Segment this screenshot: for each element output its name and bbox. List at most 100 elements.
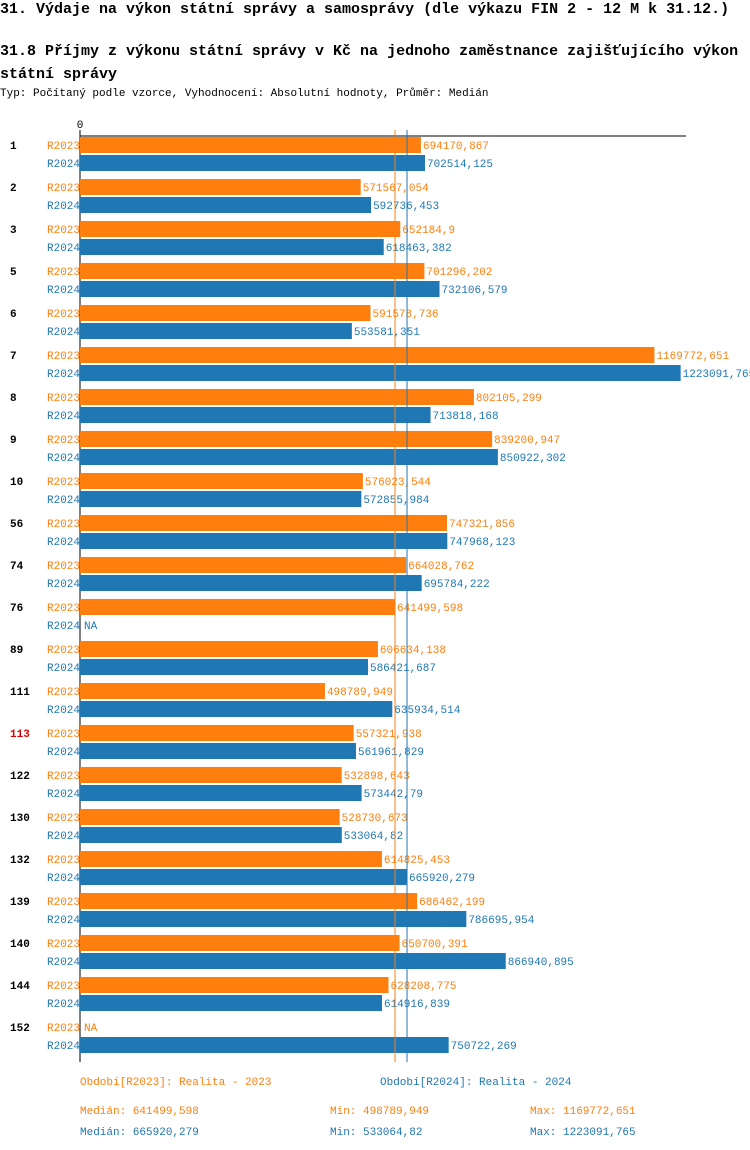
value-label: 533064,82 <box>344 831 403 843</box>
bar <box>80 785 362 801</box>
category-label: 6 <box>10 309 17 321</box>
category-label: 74 <box>10 561 24 573</box>
bar <box>80 449 498 465</box>
category-label: 3 <box>10 225 17 237</box>
value-label: 652184,9 <box>402 225 455 237</box>
bar <box>80 239 384 255</box>
value-label: 532898,643 <box>344 771 410 783</box>
series-label: R2023 <box>47 351 80 363</box>
bar <box>80 977 389 993</box>
stat-label: Max: 1223091,765 <box>530 1127 636 1139</box>
bar <box>80 221 401 237</box>
series-label: R2023 <box>47 813 80 825</box>
value-label: 571567,054 <box>363 183 429 195</box>
series-label: R2023 <box>47 477 80 489</box>
value-label: 713818,168 <box>433 411 499 423</box>
bar <box>80 641 378 657</box>
category-label: 7 <box>10 351 17 363</box>
value-label: 576023,544 <box>365 477 431 489</box>
stat-label: Max: 1169772,651 <box>530 1106 636 1118</box>
value-label: 866940,895 <box>508 957 574 969</box>
bar <box>80 995 382 1011</box>
category-label: 56 <box>10 519 23 531</box>
series-label: R2024 <box>47 369 80 381</box>
series-label: R2023 <box>47 225 80 237</box>
series-label: R2023 <box>47 561 80 573</box>
series-label: R2024 <box>47 201 80 213</box>
category-label: 2 <box>10 183 17 195</box>
series-label: R2023 <box>47 645 80 657</box>
value-label: 694170,867 <box>423 141 489 153</box>
category-label: 139 <box>10 897 30 909</box>
series-label: R2023 <box>47 1023 80 1035</box>
series-label: R2024 <box>47 453 80 465</box>
series-label: R2023 <box>47 603 80 615</box>
value-label: 606634,138 <box>380 645 446 657</box>
series-label: R2023 <box>47 267 80 279</box>
series-label: R2023 <box>47 309 80 321</box>
bar <box>80 431 493 447</box>
bar <box>80 599 396 615</box>
category-label: 76 <box>10 603 23 615</box>
series-label: R2024 <box>47 537 80 549</box>
title: 31. Výdaje na výkon státní správy a samo… <box>0 1 730 18</box>
series-label: R2024 <box>47 411 80 423</box>
category-label: 10 <box>10 477 23 489</box>
bar <box>80 197 372 213</box>
series-label: R2023 <box>47 855 80 867</box>
value-label: 747321,856 <box>449 519 515 531</box>
bar <box>80 659 368 675</box>
category-label: 140 <box>10 939 30 951</box>
value-label: 553581,351 <box>354 327 420 339</box>
value-label: 686462,199 <box>419 897 485 909</box>
bar <box>80 953 506 969</box>
series-label: R2023 <box>47 897 80 909</box>
value-label: 641499,598 <box>397 603 463 615</box>
legend-entry: Období[R2023]: Realita - 2023 <box>80 1077 271 1089</box>
value-label: 839200,947 <box>494 435 560 447</box>
series-label: R2024 <box>47 243 80 255</box>
series-label: R2023 <box>47 729 80 741</box>
category-label: 122 <box>10 771 30 783</box>
series-label: R2023 <box>47 981 80 993</box>
value-label: 1223091,765 <box>683 369 750 381</box>
series-label: R2023 <box>47 939 80 951</box>
value-label: 572855,984 <box>363 495 429 507</box>
bar <box>80 515 447 531</box>
series-label: R2024 <box>47 831 80 843</box>
bar <box>80 683 325 699</box>
category-label: 132 <box>10 855 30 867</box>
series-label: R2024 <box>47 957 80 969</box>
series-label: R2023 <box>47 393 80 405</box>
bar <box>80 347 655 363</box>
category-label: 144 <box>10 981 30 993</box>
value-label: 635934,514 <box>394 705 460 717</box>
value-label: 664028,762 <box>408 561 474 573</box>
value-label: 701296,202 <box>426 267 492 279</box>
bar <box>80 305 371 321</box>
series-label: R2024 <box>47 579 80 591</box>
series-label: R2024 <box>47 663 80 675</box>
bar <box>80 827 342 843</box>
value-label: 750722,269 <box>451 1041 517 1053</box>
value-label: 665920,279 <box>409 873 475 885</box>
bar <box>80 809 340 825</box>
series-label: R2024 <box>47 285 80 297</box>
value-label: 498789,949 <box>327 687 393 699</box>
category-label: 152 <box>10 1023 30 1035</box>
value-label: 591578,736 <box>373 309 439 321</box>
series-label: R2023 <box>47 771 80 783</box>
value-label: 614825,453 <box>384 855 450 867</box>
value-label: NA <box>84 1023 98 1035</box>
series-label: R2024 <box>47 1041 80 1053</box>
value-label: NA <box>84 621 98 633</box>
x-tick-label: 0 <box>77 120 84 132</box>
series-label: R2024 <box>47 327 80 339</box>
bar <box>80 575 422 591</box>
bar <box>80 725 354 741</box>
bar <box>80 365 681 381</box>
bar <box>80 137 421 153</box>
bar <box>80 893 418 909</box>
value-label: 614916,839 <box>384 999 450 1011</box>
bar <box>80 533 448 549</box>
